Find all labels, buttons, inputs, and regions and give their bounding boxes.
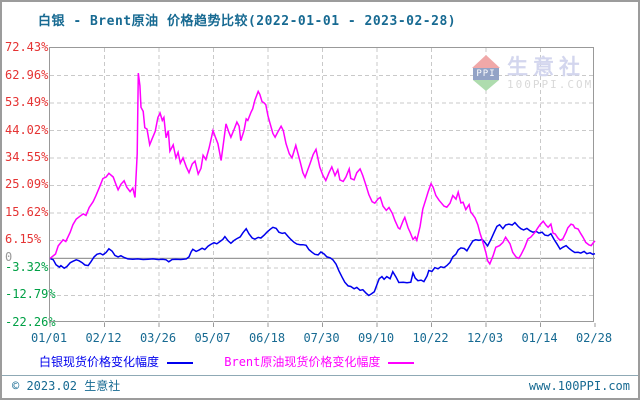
legend-line-silver — [167, 361, 194, 364]
y-axis-label: 0 — [5, 250, 13, 265]
legend-item-brent: Brent原油现货价格变化幅度 — [224, 353, 424, 370]
y-axis-label: -3.32% — [5, 259, 49, 274]
legend-item-silver: 白银现货价格变化幅度 — [39, 353, 203, 370]
y-axis-label: 25.09% — [5, 177, 49, 192]
brent-series-line — [49, 73, 596, 266]
x-axis-label: 07/30 — [303, 331, 340, 345]
legend-label-brent: Brent原油现货价格变化幅度 — [224, 355, 381, 369]
plot-area — [49, 47, 596, 327]
chart-canvas — [49, 48, 596, 327]
legend-label-silver: 白银现货价格变化幅度 — [39, 355, 160, 369]
y-axis-label: 6.15% — [5, 232, 42, 247]
x-axis-labels: 01/01 02/12 03/26 05/07 06/18 07/30 09/10 10/22… — [31, 331, 612, 345]
x-axis-label: 09/10 — [357, 331, 395, 345]
y-axis-label: -22.26% — [5, 315, 56, 329]
y-axis-label: -12.79% — [5, 287, 56, 302]
x-axis-label: 06/18 — [248, 331, 286, 345]
x-axis-label: 01/14 — [521, 331, 558, 345]
legend: 白银现货价格变化幅度 Brent原油现货价格变化幅度 — [39, 353, 438, 370]
x-axis-label: 02/28 — [575, 331, 613, 345]
x-axis-label: 10/22 — [412, 331, 449, 345]
x-axis-label: 02/12 — [85, 331, 122, 345]
x-axis-label: 03/26 — [139, 331, 177, 345]
y-axis-label: 15.62% — [5, 204, 49, 219]
x-axis-label: 05/07 — [194, 331, 231, 345]
y-axis-label: 53.49% — [5, 95, 49, 109]
y-axis-labels: 72.43% 62.96% 53.49% 44.02% 34.55% 25.09% 15.6… — [2, 40, 56, 329]
silver-series-line — [49, 221, 596, 297]
y-axis-label: 62.96% — [5, 67, 49, 82]
x-axis-label: 12/03 — [466, 331, 504, 345]
footer-bar: © 2023.02 生意社 www.100PPI.com — [2, 375, 638, 398]
y-axis-label: 72.43% — [5, 40, 49, 54]
legend-line-brent — [388, 361, 415, 364]
site-link[interactable]: www.100PPI.com — [528, 379, 630, 393]
y-axis-label: 44.02% — [5, 122, 49, 137]
y-axis-label: 34.55% — [5, 150, 49, 164]
x-axis-label: 01/01 — [30, 331, 68, 345]
chart-title: 白银 - Brent原油 价格趋势比较(2022-01-01 - 2023-02… — [38, 14, 457, 29]
copyright-text: © 2023.02 生意社 — [12, 379, 121, 393]
